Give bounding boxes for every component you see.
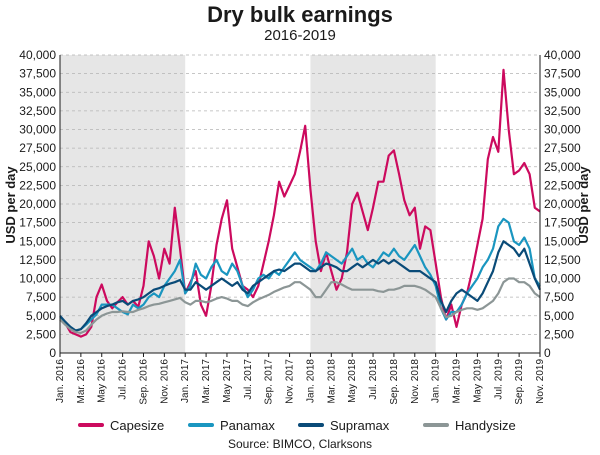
y-tick-label-left: 12,500 xyxy=(19,253,56,267)
x-tick-label: Jul. 2019 xyxy=(493,359,504,400)
y-tick-label-left: 0 xyxy=(49,346,56,360)
y-tick-label-right: 17,500 xyxy=(544,216,581,230)
x-tick-label: May 2017 xyxy=(222,359,233,403)
x-tick-label: Jan. 2018 xyxy=(305,359,316,403)
x-tick-label: Mar. 2019 xyxy=(452,359,463,404)
legend: Capesize Panamax Supramax Handysize xyxy=(78,418,516,433)
x-tick-label: Jul. 2017 xyxy=(243,359,254,400)
x-tick-label: Jan. 2016 xyxy=(55,359,66,403)
y-tick-label-right: 2,500 xyxy=(544,327,574,341)
y-tick-label-left: 32,500 xyxy=(19,104,56,118)
legend-label-handysize: Handysize xyxy=(455,418,516,433)
chart-title: Dry bulk earnings xyxy=(207,2,393,27)
x-tick-label: Jul. 2016 xyxy=(118,359,129,400)
y-tick-label-right: 20,000 xyxy=(544,197,581,211)
x-tick-label: Sep. 2017 xyxy=(264,359,275,405)
y-tick-label-right: 37,500 xyxy=(544,67,581,81)
x-tick-label: Mar. 2018 xyxy=(326,359,337,404)
y-tick-label-left: 17,500 xyxy=(19,216,56,230)
y-tick-label-right: 0 xyxy=(544,346,551,360)
chart-subtitle: 2016-2019 xyxy=(264,27,336,44)
y-tick-label-right: 40,000 xyxy=(544,48,581,62)
x-tick-label: Nov. 2016 xyxy=(159,359,170,404)
y-tick-label-left: 20,000 xyxy=(19,197,56,211)
y-tick-label-right: 27,500 xyxy=(544,141,581,155)
y-tick-label-left: 27,500 xyxy=(19,141,56,155)
y-tick-label-right: 15,000 xyxy=(544,234,581,248)
source-note: Source: BIMCO, Clarksons xyxy=(227,437,373,451)
x-tick-label: May 2016 xyxy=(97,359,108,403)
y-tick-label-right: 32,500 xyxy=(544,104,581,118)
y-tick-label-right: 25,000 xyxy=(544,160,581,174)
y-tick-label-left: 40,000 xyxy=(19,48,56,62)
legend-label-panamax: Panamax xyxy=(220,418,275,433)
y-tick-label-right: 22,500 xyxy=(544,178,581,192)
x-tick-label: Jul. 2018 xyxy=(368,359,379,400)
y-tick-label-left: 2,500 xyxy=(26,327,56,341)
x-tick-label: Nov. 2017 xyxy=(285,359,296,404)
x-tick-label: Jan. 2017 xyxy=(180,359,191,403)
x-tick-label: Jan. 2019 xyxy=(431,359,442,403)
x-tick-label: May 2018 xyxy=(347,359,358,403)
x-tick-label: Nov. 2019 xyxy=(535,359,546,404)
y-tick-label-right: 12,500 xyxy=(544,253,581,267)
y-tick-label-left: 22,500 xyxy=(19,178,56,192)
y-tick-label-left: 5,000 xyxy=(26,309,56,323)
y-tick-label-left: 10,000 xyxy=(19,272,56,286)
y-tick-label-right: 35,000 xyxy=(544,85,581,99)
series-line-panamax xyxy=(59,217,541,332)
y-tick-label-left: 15,000 xyxy=(19,234,56,248)
y-axis-label-right: USD per day xyxy=(576,166,591,244)
series-line-handysize xyxy=(59,277,541,334)
x-tick-label: Sep. 2018 xyxy=(389,359,400,405)
series-line-supramax xyxy=(59,240,541,332)
y-tick-label-left: 35,000 xyxy=(19,85,56,99)
x-tick-label: Sep. 2016 xyxy=(138,359,149,405)
y-tick-label-left: 25,000 xyxy=(19,160,56,174)
y-tick-label-right: 5,000 xyxy=(544,309,574,323)
x-tick-label: Nov. 2018 xyxy=(410,359,421,404)
x-tick-label: May 2019 xyxy=(472,359,483,403)
y-tick-label-left: 37,500 xyxy=(19,67,56,81)
y-tick-label-right: 30,000 xyxy=(544,123,581,137)
y-tick-label-right: 10,000 xyxy=(544,272,581,286)
x-tick-label: Mar. 2017 xyxy=(201,359,212,404)
y-tick-label-left: 7,500 xyxy=(26,290,56,304)
x-tick-label: Mar. 2016 xyxy=(76,359,87,404)
y-axis-label-left: USD per day xyxy=(3,166,18,244)
x-tick-label: Sep. 2019 xyxy=(514,359,525,405)
legend-label-capesize: Capesize xyxy=(110,418,164,433)
legend-label-supramax: Supramax xyxy=(330,418,390,433)
y-tick-label-right: 7,500 xyxy=(544,290,574,304)
y-tick-label-left: 30,000 xyxy=(19,123,56,137)
